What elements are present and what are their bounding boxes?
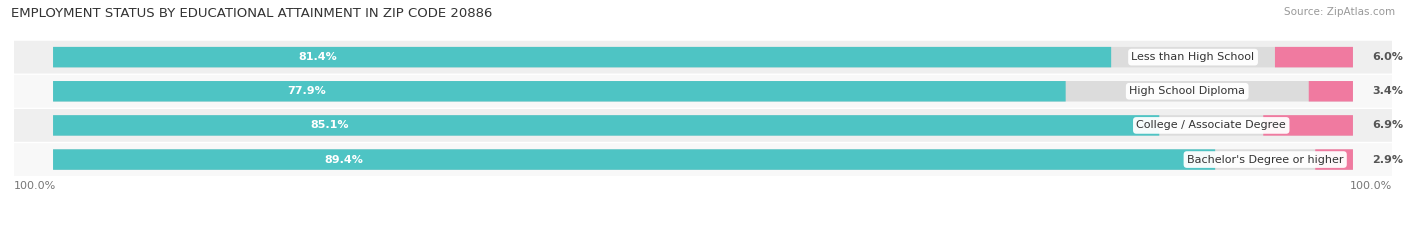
Text: 3.4%: 3.4% (1372, 86, 1403, 96)
FancyBboxPatch shape (53, 81, 1066, 102)
Text: 2.9%: 2.9% (1372, 154, 1403, 164)
Text: 85.1%: 85.1% (311, 120, 349, 130)
Text: 89.4%: 89.4% (325, 154, 363, 164)
FancyBboxPatch shape (53, 47, 1353, 67)
Text: 77.9%: 77.9% (287, 86, 326, 96)
FancyBboxPatch shape (14, 143, 1392, 176)
FancyBboxPatch shape (53, 115, 1353, 136)
FancyBboxPatch shape (53, 149, 1353, 170)
Text: 100.0%: 100.0% (1350, 181, 1392, 191)
FancyBboxPatch shape (1315, 149, 1353, 170)
FancyBboxPatch shape (53, 47, 1111, 67)
FancyBboxPatch shape (14, 109, 1392, 142)
Text: High School Diploma: High School Diploma (1129, 86, 1246, 96)
FancyBboxPatch shape (1263, 115, 1353, 136)
Text: EMPLOYMENT STATUS BY EDUCATIONAL ATTAINMENT IN ZIP CODE 20886: EMPLOYMENT STATUS BY EDUCATIONAL ATTAINM… (11, 7, 492, 20)
Text: 6.9%: 6.9% (1372, 120, 1403, 130)
FancyBboxPatch shape (1309, 81, 1353, 102)
FancyBboxPatch shape (14, 41, 1392, 74)
FancyBboxPatch shape (53, 115, 1160, 136)
Text: Bachelor's Degree or higher: Bachelor's Degree or higher (1187, 154, 1344, 164)
FancyBboxPatch shape (14, 75, 1392, 108)
Text: College / Associate Degree: College / Associate Degree (1136, 120, 1286, 130)
Text: Less than High School: Less than High School (1132, 52, 1254, 62)
FancyBboxPatch shape (53, 81, 1353, 102)
Text: 100.0%: 100.0% (14, 181, 56, 191)
FancyBboxPatch shape (53, 149, 1215, 170)
Text: 81.4%: 81.4% (298, 52, 337, 62)
Text: Source: ZipAtlas.com: Source: ZipAtlas.com (1284, 7, 1395, 17)
Text: 6.0%: 6.0% (1372, 52, 1403, 62)
FancyBboxPatch shape (1275, 47, 1353, 67)
